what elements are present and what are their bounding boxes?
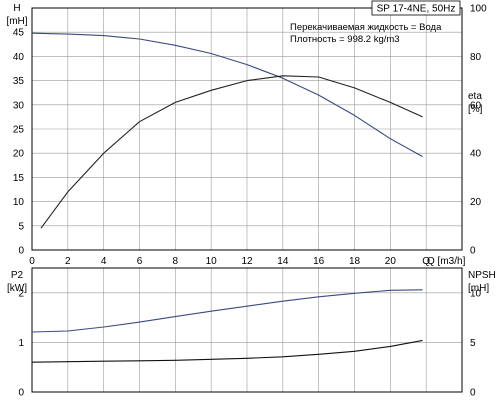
y-right-tick-label: 40 — [470, 149, 482, 160]
bottom-grid — [32, 268, 462, 392]
y-right-tick-label: 0 — [470, 246, 476, 257]
bottom-series — [31, 289, 423, 363]
chart-title: SP 17-4NE, 50Hz — [377, 4, 456, 15]
x-tick-label: 4 — [101, 256, 107, 267]
x-tick-label: 18 — [349, 256, 361, 267]
y-left-tick-label: 25 — [13, 125, 25, 136]
y-right-tick-label: 0 — [470, 388, 476, 399]
npsh-axis-label: NPSH — [468, 270, 496, 281]
x-tick-label: 8 — [173, 256, 179, 267]
eta-axis-unit: [%] — [468, 104, 483, 115]
bottom-ticks: 0 1 2 0 5 10 — [18, 288, 481, 398]
x-tick-label: 14 — [277, 256, 289, 267]
y-left-tick-label: 0 — [18, 388, 24, 399]
y-left-tick-label: 10 — [13, 197, 25, 208]
eta-axis-label: eta — [468, 91, 482, 102]
y-left-tick-label: 30 — [13, 100, 25, 111]
annotation-density: Плотность = 998.2 kg/m3 — [290, 34, 400, 45]
y-right-tick-label: 100 — [470, 4, 487, 15]
x-tick-label: 12 — [241, 256, 253, 267]
y-left-tick-label: 1 — [18, 338, 24, 349]
y-left-tick-label: 0 — [18, 246, 24, 257]
y-left-tick-label: 5 — [18, 221, 24, 232]
bottom-plot-frame — [31, 267, 463, 393]
top-series — [31, 32, 423, 229]
y-left-tick-label: 45 — [13, 28, 25, 39]
y-right-tick-label: 80 — [470, 52, 482, 63]
npsh-curve — [31, 339, 423, 363]
top-ticks: 0 2 4 6 8 10 12 14 16 18 20 Q 0 5 10 15 20 25 30 35 40 45 0 20 4… — [13, 4, 487, 268]
y-left-tick-label: 2 — [18, 288, 24, 299]
y-left-tick-label: 15 — [13, 173, 25, 184]
y-right-tick-label: 10 — [470, 288, 482, 299]
x-tick-label: 16 — [313, 256, 325, 267]
x-tick-label: 0 — [29, 256, 35, 267]
head-curve — [31, 32, 423, 158]
x-tick-label: 10 — [206, 256, 218, 267]
head-axis-unit: [mH] — [6, 16, 27, 27]
x-tick-label: 2 — [65, 256, 71, 267]
x-tick-label: Q — [422, 256, 430, 267]
y-left-tick-label: 35 — [13, 76, 25, 87]
y-left-tick-label: 40 — [13, 52, 25, 63]
title-box — [371, 0, 461, 16]
efficiency-curve — [40, 75, 423, 229]
x-tick-label: 20 — [385, 256, 397, 267]
top-plot-frame — [31, 7, 463, 251]
x-tick-label: 6 — [137, 256, 143, 267]
npsh-axis-unit: [mH] — [468, 283, 489, 294]
y-right-tick-label: 60 — [470, 100, 482, 111]
flow-axis-label: Q [m3/h] — [427, 256, 466, 267]
y-right-tick-label: 5 — [470, 338, 476, 349]
head-axis-label: H — [13, 3, 20, 14]
power-axis-label: P2 — [11, 270, 24, 281]
annotation-fluid: Перекачиваемая жидкость = Вода — [290, 22, 442, 33]
power-curve — [31, 289, 423, 333]
power-axis-unit: [kW] — [7, 283, 27, 294]
y-left-tick-label: 20 — [13, 149, 25, 160]
y-right-tick-label: 20 — [470, 197, 482, 208]
